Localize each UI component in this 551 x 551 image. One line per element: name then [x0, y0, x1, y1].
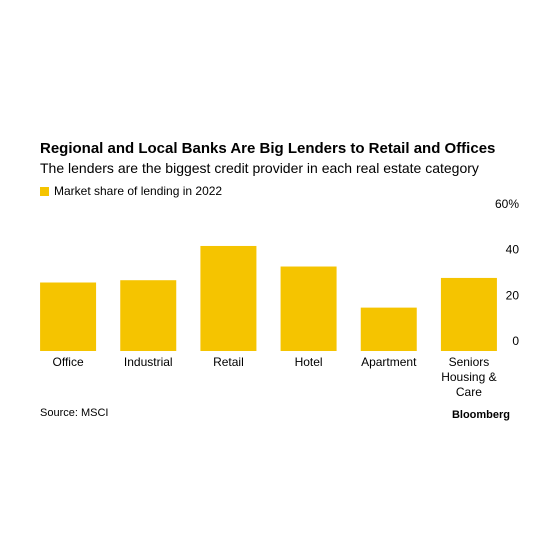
bar	[280, 266, 337, 351]
legend-label: Market share of lending in 2022	[54, 184, 222, 198]
y-tick-label: 20	[506, 288, 520, 302]
bar	[120, 280, 177, 351]
bar	[360, 307, 417, 351]
legend-swatch	[40, 187, 49, 196]
source: Source: MSCI	[40, 407, 108, 419]
bar	[40, 282, 97, 351]
x-tick-label: Hotel	[294, 355, 323, 369]
bar	[200, 245, 257, 351]
x-tick-label: Seniors Housing & Care	[441, 355, 497, 399]
x-tick-label: Industrial	[123, 355, 173, 369]
x-tick-label: Apartment	[361, 355, 417, 369]
bar	[440, 277, 497, 351]
brand: Bloomberg	[452, 409, 510, 421]
x-tick-label: Retail	[213, 355, 244, 369]
y-tick-label: 40	[506, 243, 520, 257]
chart-subtitle: The lenders are the biggest credit provi…	[40, 160, 479, 176]
y-tick-label: 60%	[495, 197, 519, 211]
x-tick-label: Office	[52, 355, 84, 369]
y-tick-label: 0	[512, 334, 519, 348]
chart-title: Regional and Local Banks Are Big Lenders…	[40, 140, 495, 157]
